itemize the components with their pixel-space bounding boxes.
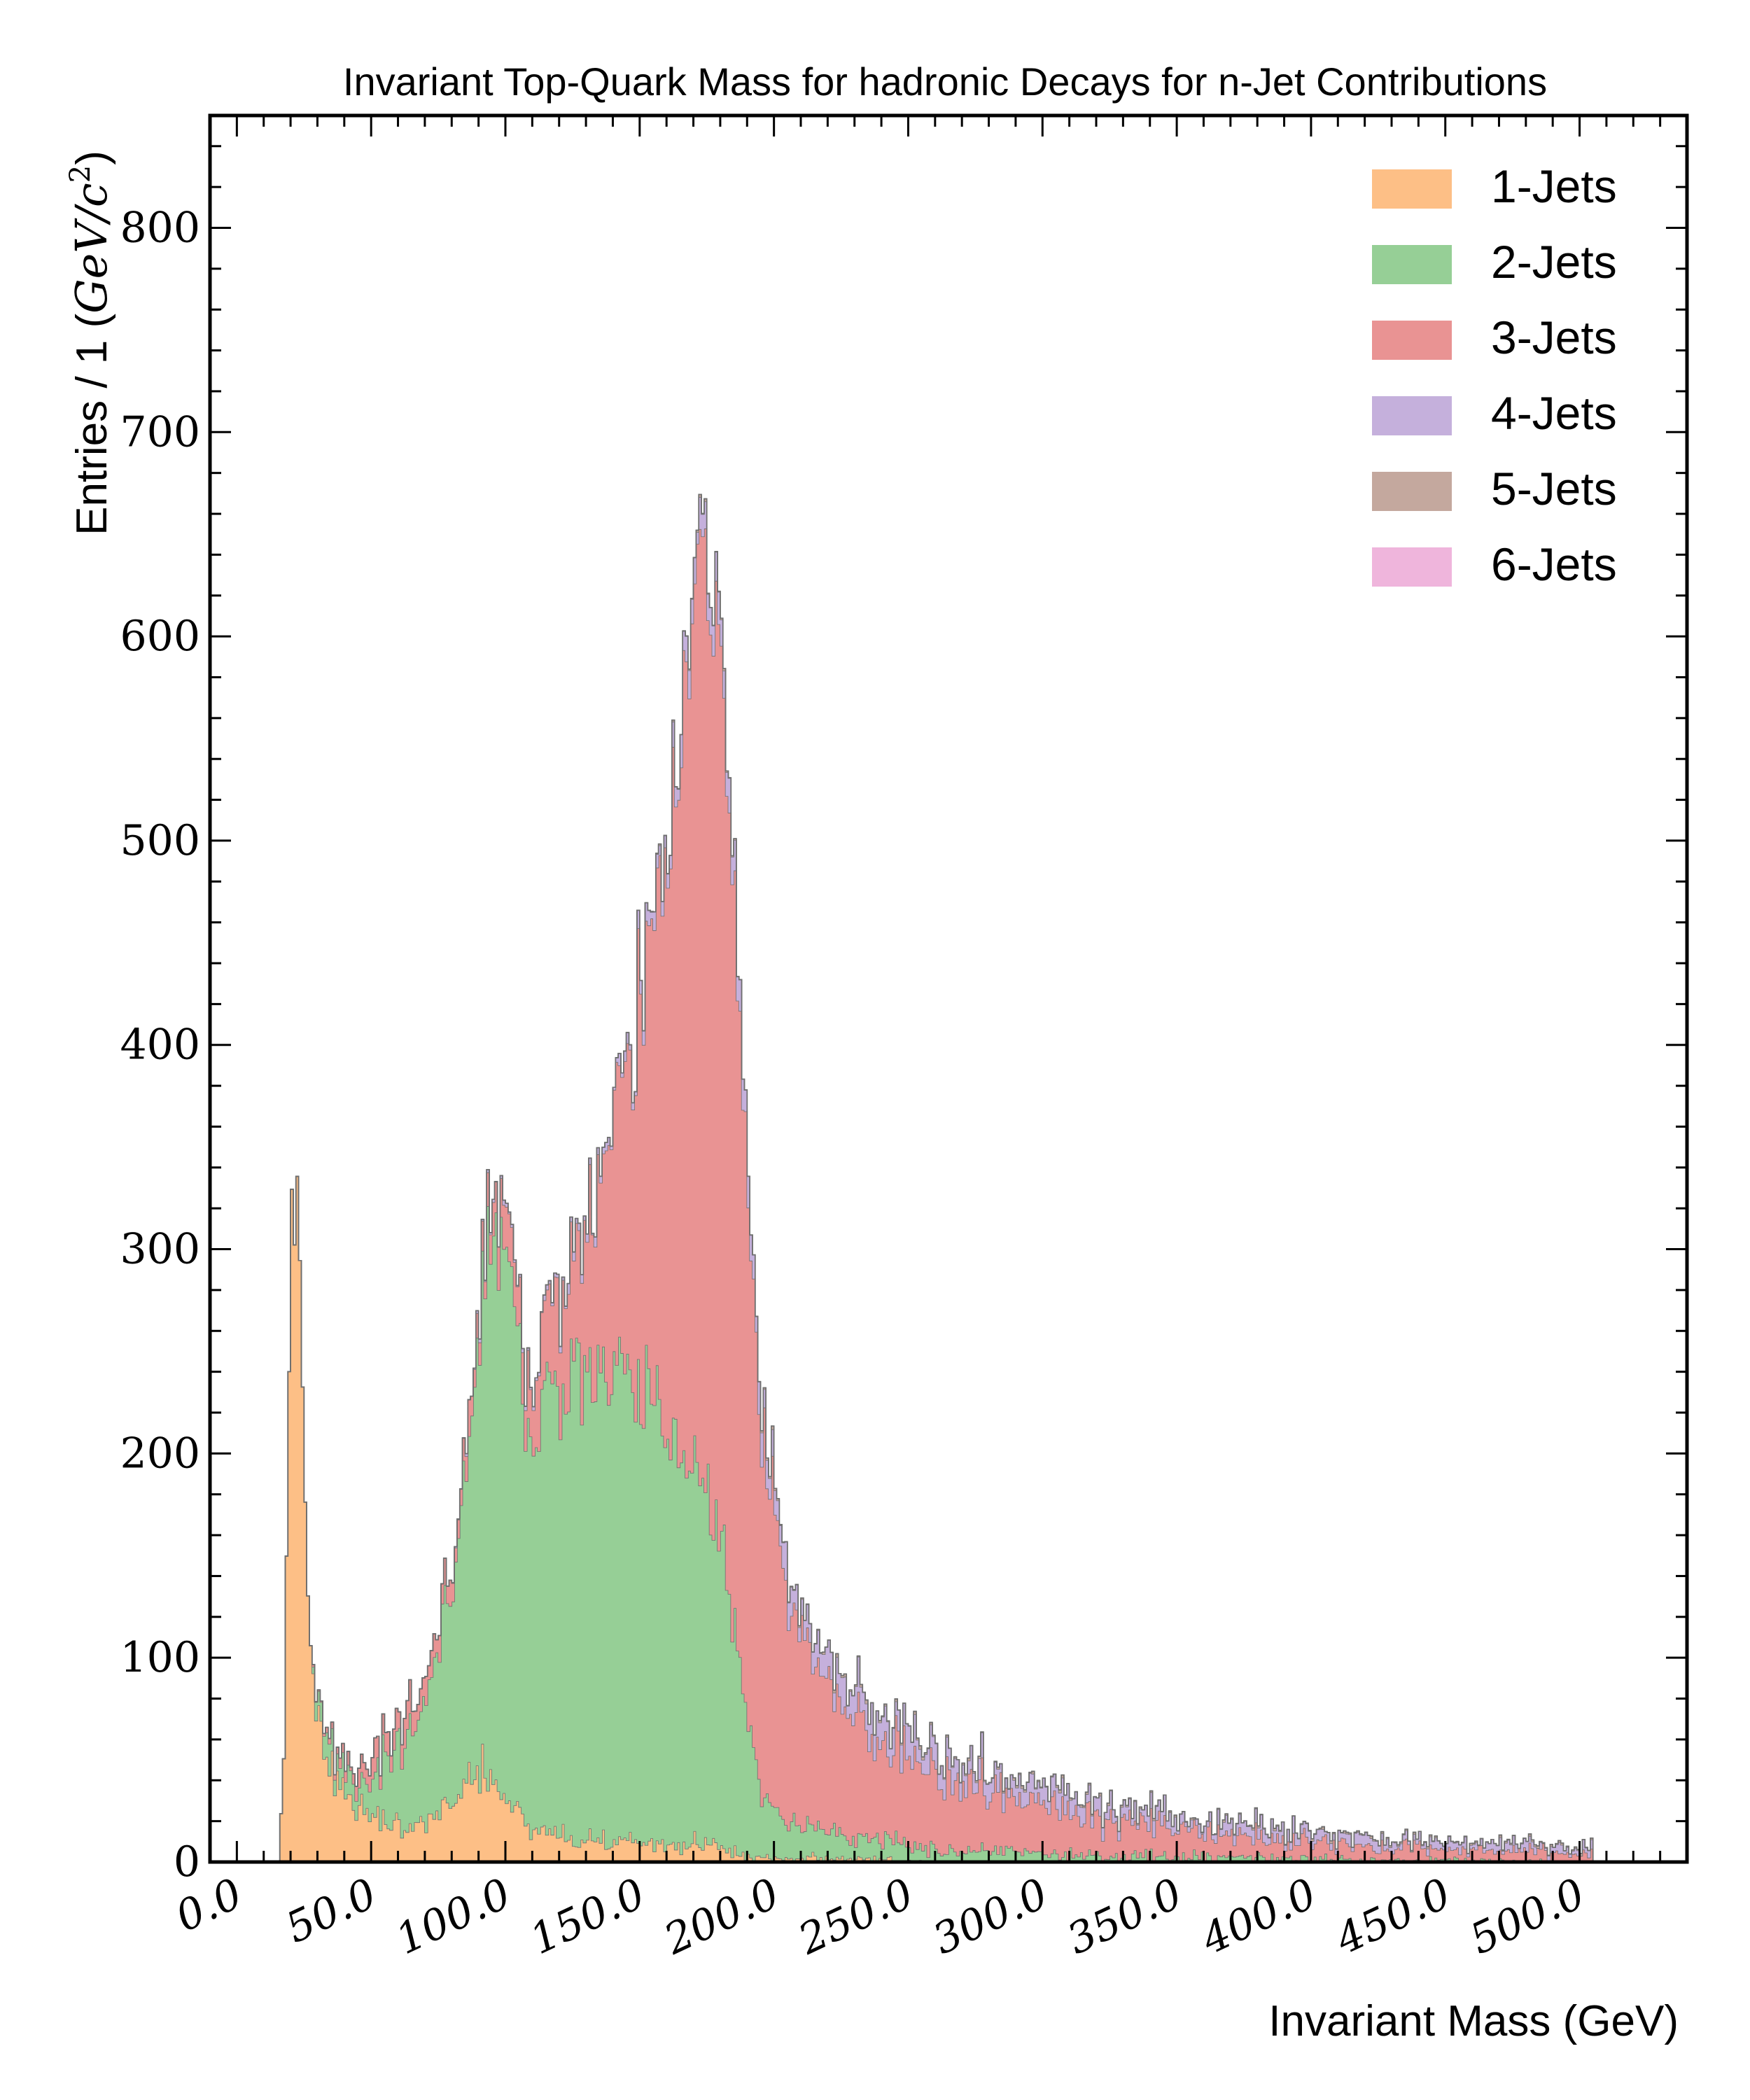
legend-swatch-4-jets bbox=[1372, 396, 1452, 435]
y-tick-label: 700 bbox=[120, 407, 200, 456]
histogram-bars bbox=[210, 493, 1687, 1863]
x-axis-label: Invariant Mass (GeV) bbox=[1268, 1997, 1679, 2045]
x-tick-labels: 0.0 50.0 100.0 150.0 200.0 250.0 300.0 350.0 400… bbox=[169, 1869, 1592, 1964]
y-axis-label: Entries / 1 (GeV/c2) bbox=[64, 150, 117, 536]
legend-swatch-5-jets bbox=[1372, 472, 1452, 511]
y-axis-label-math: GeV/c bbox=[66, 183, 117, 314]
y-tick-label: 600 bbox=[120, 612, 200, 661]
x-tick-label: 300.0 bbox=[925, 1869, 1055, 1964]
y-tick-label: 300 bbox=[120, 1225, 200, 1274]
y-tick-labels: 0 100 200 300 400 500 600 700 800 bbox=[120, 203, 200, 1886]
y-tick-label: 0 bbox=[174, 1837, 200, 1886]
series-step-6-jets bbox=[210, 493, 1687, 1863]
legend-swatch-1-jets bbox=[1372, 169, 1452, 209]
legend-label-5-jets: 5-Jets bbox=[1491, 463, 1617, 514]
y-tick-label: 800 bbox=[120, 203, 200, 252]
y-tick-label: 200 bbox=[120, 1429, 200, 1478]
legend: 1-Jets 2-Jets 3-Jets 4-Jets 5-Jets 6-Jets bbox=[1372, 160, 1617, 590]
series-fill-2-jets bbox=[210, 1176, 1687, 1862]
legend-swatch-3-jets bbox=[1372, 321, 1452, 360]
y-axis-label-prefix: Entries / 1 ( bbox=[68, 314, 116, 536]
legend-swatch-6-jets bbox=[1372, 547, 1452, 587]
plot-frame bbox=[208, 113, 1689, 1864]
x-tick-label: 200.0 bbox=[657, 1869, 787, 1964]
legend-label-3-jets: 3-Jets bbox=[1491, 312, 1617, 363]
legend-swatch-2-jets bbox=[1372, 245, 1452, 284]
chart-title: Invariant Top-Quark Mass for hadronic De… bbox=[343, 59, 1547, 104]
y-tick-label: 100 bbox=[120, 1633, 200, 1682]
axis-ticks bbox=[210, 115, 1688, 1863]
y-axis-label-suffix: ) bbox=[68, 150, 116, 165]
x-tick-label: 500.0 bbox=[1463, 1869, 1592, 1964]
x-tick-label: 350.0 bbox=[1060, 1869, 1189, 1964]
y-axis-label-sup: 2 bbox=[64, 165, 97, 183]
y-tick-label: 400 bbox=[120, 1021, 200, 1070]
legend-label-6-jets: 6-Jets bbox=[1491, 538, 1617, 590]
series-fill-3-jets bbox=[210, 528, 1687, 1862]
x-tick-label: 150.0 bbox=[523, 1869, 652, 1964]
y-tick-label: 500 bbox=[120, 816, 200, 865]
x-tick-label: 400.0 bbox=[1194, 1869, 1324, 1964]
x-tick-label: 450.0 bbox=[1328, 1869, 1458, 1964]
x-tick-label: 250.0 bbox=[791, 1869, 921, 1964]
legend-label-1-jets: 1-Jets bbox=[1491, 160, 1617, 212]
x-tick-label: 100.0 bbox=[388, 1869, 518, 1964]
x-tick-label: 50.0 bbox=[279, 1869, 384, 1953]
legend-label-4-jets: 4-Jets bbox=[1491, 387, 1617, 439]
legend-label-2-jets: 2-Jets bbox=[1491, 236, 1617, 288]
